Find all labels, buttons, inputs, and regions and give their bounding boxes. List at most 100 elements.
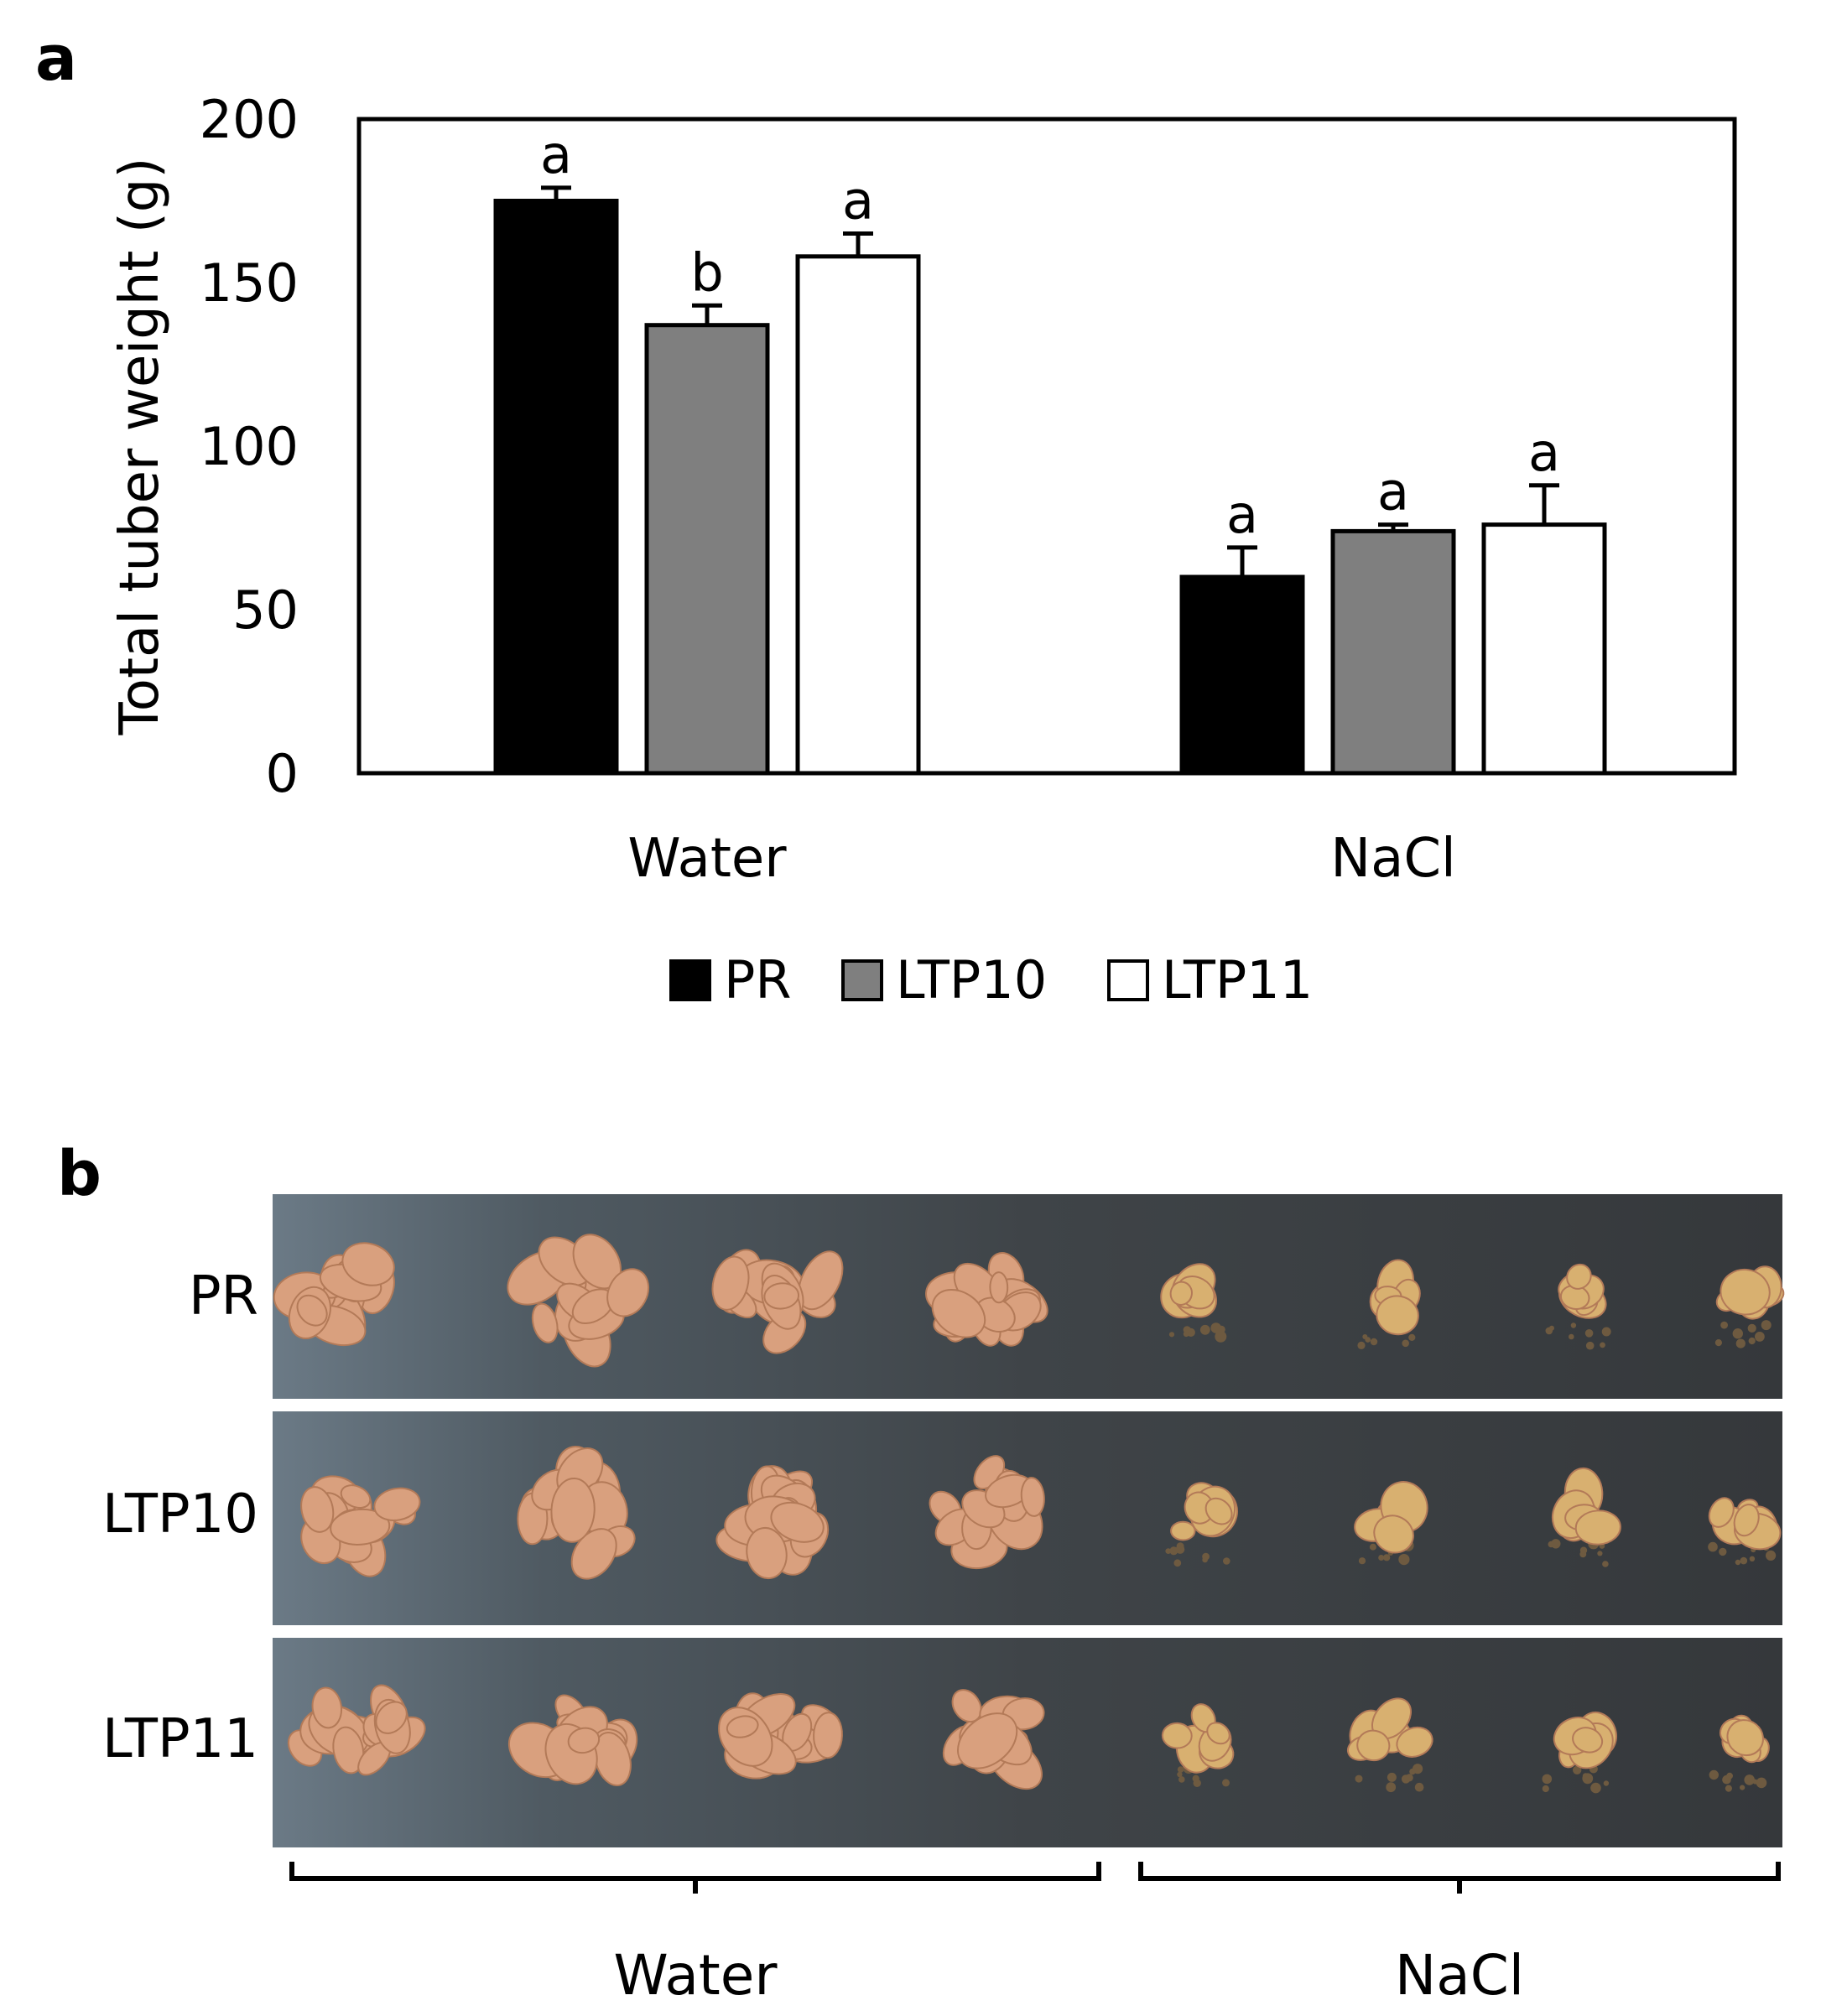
tuber-nacl <box>1720 1268 1771 1316</box>
legend-label: LTP10 <box>896 949 1047 1011</box>
soil-debris <box>1756 1777 1767 1789</box>
soil-debris <box>1401 1774 1411 1784</box>
tuber-water <box>340 1484 372 1509</box>
y-tick-label: 100 <box>200 416 299 477</box>
y-axis-title: Total tuber weight (g) <box>109 158 171 736</box>
soil-debris <box>1603 1780 1610 1786</box>
tuber-water <box>550 1478 596 1543</box>
tuber-water <box>570 1528 617 1580</box>
soil-debris <box>1223 1557 1230 1565</box>
soil-debris <box>1215 1330 1227 1343</box>
soil-debris <box>1709 1769 1719 1780</box>
y-axis-ticks: 0 50 100 150 200 <box>200 89 299 804</box>
soil-debris <box>1749 1556 1756 1562</box>
soil-debris <box>1168 1332 1175 1338</box>
soil-debris <box>1222 1779 1230 1787</box>
tuber-water <box>989 1271 1009 1304</box>
tuber-nacl <box>1169 1281 1193 1306</box>
group-label-nacl: NaCl <box>1395 1943 1524 2008</box>
tuber-nacl <box>1373 1515 1414 1554</box>
tuber-water <box>606 1268 650 1317</box>
tuber-nacl <box>1396 1726 1433 1758</box>
soil-debris <box>1585 1341 1595 1350</box>
tuber-water <box>931 1288 986 1338</box>
soil-debris <box>1735 1338 1746 1348</box>
soil-debris <box>1378 1555 1385 1561</box>
soil-debris <box>1602 1561 1609 1567</box>
tuber-nacl <box>1572 1727 1604 1754</box>
tuber-photo <box>273 1194 1785 1847</box>
x-category-label: Water <box>627 828 787 890</box>
x-category-label: NaCl <box>1330 828 1456 890</box>
soil-debris <box>1573 1765 1582 1774</box>
soil-debris <box>1755 1332 1765 1342</box>
soil-debris <box>1597 1551 1603 1556</box>
soil-debris <box>1722 1774 1731 1785</box>
bracket-water <box>289 1862 1101 1881</box>
bar-ltp10-water <box>644 323 770 776</box>
tuber-nacl <box>1726 1719 1764 1757</box>
soil-debris <box>1178 1776 1185 1783</box>
soil-debris <box>1193 1779 1201 1787</box>
tuber-nacl <box>1161 1722 1193 1749</box>
tuber-nacl <box>1708 1497 1735 1528</box>
soil-debris <box>1748 1337 1756 1345</box>
tuber-water <box>332 1726 365 1774</box>
tuber-water <box>311 1686 343 1729</box>
soil-debris <box>1735 1559 1741 1566</box>
soil-debris <box>1355 1774 1363 1783</box>
tuber-water <box>296 1294 328 1327</box>
soil-debris <box>1740 1556 1748 1565</box>
soil-debris <box>1582 1773 1594 1785</box>
soil-debris <box>1413 1764 1423 1774</box>
tuber-water <box>746 1526 788 1580</box>
soil-debris <box>1357 1341 1366 1349</box>
tuber-water <box>341 1242 395 1286</box>
soil-debris <box>1202 1556 1208 1563</box>
significance-letter: a <box>1528 422 1560 483</box>
row-label-ltp11: LTP11 <box>102 1708 258 1770</box>
tuber-water <box>567 1727 601 1754</box>
tuber-water <box>300 1486 335 1533</box>
tuber-water <box>763 1282 800 1310</box>
soil-debris <box>1165 1548 1172 1554</box>
soil-debris <box>1177 1771 1183 1778</box>
soil-debris <box>1569 1333 1574 1340</box>
soil-debris <box>1766 1550 1777 1561</box>
photo-row-labels: PR LTP10 LTP11 <box>102 1265 258 1770</box>
significance-letter: a <box>540 124 572 185</box>
soil-debris <box>1175 1545 1185 1554</box>
legend-label: LTP11 <box>1162 949 1313 1011</box>
soil-debris <box>1601 1327 1611 1337</box>
soil-debris <box>1369 1543 1376 1551</box>
soil-debris <box>1542 1774 1553 1785</box>
bar-ltp10-nacl <box>1330 528 1456 776</box>
legend-label: PR <box>724 949 791 1011</box>
soil-debris <box>1590 1782 1601 1794</box>
tuber-water <box>770 1501 825 1543</box>
tuber-nacl <box>1566 1263 1592 1290</box>
tuber-water <box>711 1255 750 1311</box>
soil-debris <box>1173 1559 1182 1567</box>
significance-letter: b <box>690 242 723 303</box>
soil-debris <box>1570 1322 1577 1328</box>
tuber-water <box>375 1701 408 1734</box>
soil-debris <box>1732 1328 1743 1339</box>
legend-swatch <box>1107 959 1149 1001</box>
group-brackets: Water NaCl <box>289 1862 1781 2008</box>
legend: PR LTP10 LTP11 <box>669 949 1313 1011</box>
significance-letter: a <box>842 170 874 231</box>
tuber-water <box>373 1487 421 1521</box>
bracket-nacl <box>1138 1862 1781 1881</box>
soil-debris <box>1579 1546 1588 1554</box>
soil-debris <box>1169 1546 1178 1556</box>
soil-debris <box>1199 1324 1210 1335</box>
tuber-nacl <box>1356 1729 1391 1762</box>
soil-debris <box>1761 1320 1772 1331</box>
soil-debris <box>1725 1785 1732 1792</box>
soil-debris <box>1720 1321 1729 1329</box>
soil-debris <box>1362 1334 1368 1339</box>
tuber-water <box>726 1715 759 1738</box>
